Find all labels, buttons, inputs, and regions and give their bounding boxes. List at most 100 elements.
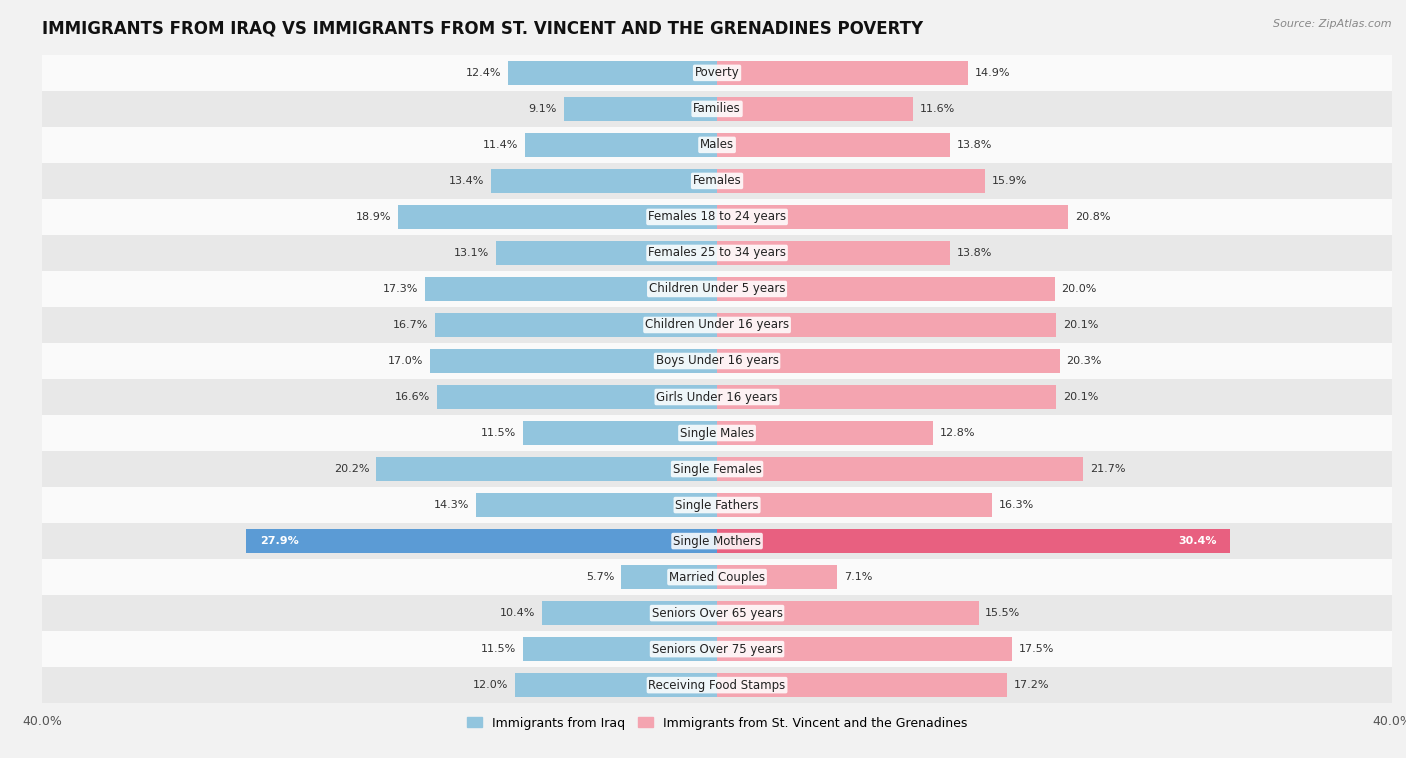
Bar: [717, 673, 1007, 697]
Bar: [42, 667, 1392, 703]
Text: 20.2%: 20.2%: [335, 464, 370, 474]
Text: 16.3%: 16.3%: [998, 500, 1033, 510]
Text: 18.9%: 18.9%: [356, 212, 391, 222]
Text: 17.5%: 17.5%: [1019, 644, 1054, 654]
Text: 13.8%: 13.8%: [956, 140, 993, 150]
Text: Single Fathers: Single Fathers: [675, 499, 759, 512]
Text: Seniors Over 75 years: Seniors Over 75 years: [651, 643, 783, 656]
Bar: [42, 127, 1392, 163]
Text: Males: Males: [700, 139, 734, 152]
Text: Single Males: Single Males: [681, 427, 754, 440]
Bar: [523, 421, 717, 445]
Text: 11.5%: 11.5%: [481, 644, 516, 654]
Text: 20.1%: 20.1%: [1063, 392, 1098, 402]
Bar: [717, 133, 950, 157]
Text: 12.8%: 12.8%: [939, 428, 976, 438]
Bar: [524, 133, 717, 157]
Text: Females 18 to 24 years: Females 18 to 24 years: [648, 211, 786, 224]
Bar: [42, 415, 1392, 451]
Bar: [42, 55, 1392, 91]
Bar: [42, 199, 1392, 235]
Text: Boys Under 16 years: Boys Under 16 years: [655, 355, 779, 368]
Text: 13.4%: 13.4%: [449, 176, 484, 186]
Bar: [425, 277, 717, 301]
Bar: [42, 235, 1392, 271]
Text: 7.1%: 7.1%: [844, 572, 872, 582]
Text: Families: Families: [693, 102, 741, 115]
Text: Single Mothers: Single Mothers: [673, 534, 761, 547]
Bar: [717, 169, 986, 193]
Text: 20.3%: 20.3%: [1066, 356, 1102, 366]
Text: 15.9%: 15.9%: [993, 176, 1028, 186]
Text: 21.7%: 21.7%: [1090, 464, 1125, 474]
Bar: [42, 523, 1392, 559]
Bar: [717, 61, 969, 85]
Text: 5.7%: 5.7%: [586, 572, 614, 582]
Bar: [42, 451, 1392, 487]
Text: 12.0%: 12.0%: [472, 680, 508, 690]
Text: 15.5%: 15.5%: [986, 608, 1021, 618]
Bar: [437, 385, 717, 409]
Bar: [42, 487, 1392, 523]
Text: 17.0%: 17.0%: [388, 356, 423, 366]
Bar: [717, 457, 1083, 481]
Text: 13.1%: 13.1%: [454, 248, 489, 258]
Bar: [541, 601, 717, 625]
Text: 17.2%: 17.2%: [1014, 680, 1049, 690]
Bar: [246, 529, 717, 553]
Text: 9.1%: 9.1%: [529, 104, 557, 114]
Bar: [717, 637, 1012, 661]
Text: 13.8%: 13.8%: [956, 248, 993, 258]
Text: Children Under 5 years: Children Under 5 years: [648, 283, 786, 296]
Text: 20.1%: 20.1%: [1063, 320, 1098, 330]
Bar: [398, 205, 717, 229]
Bar: [717, 529, 1230, 553]
Text: 10.4%: 10.4%: [499, 608, 534, 618]
Bar: [42, 631, 1392, 667]
Bar: [717, 313, 1056, 337]
Bar: [42, 595, 1392, 631]
Text: 27.9%: 27.9%: [260, 536, 298, 546]
Bar: [496, 241, 717, 265]
Bar: [475, 493, 717, 517]
Text: 12.4%: 12.4%: [465, 68, 501, 78]
Bar: [430, 349, 717, 373]
Bar: [717, 349, 1060, 373]
Text: 11.4%: 11.4%: [482, 140, 517, 150]
Bar: [717, 493, 993, 517]
Bar: [523, 637, 717, 661]
Text: 20.8%: 20.8%: [1074, 212, 1111, 222]
Bar: [42, 379, 1392, 415]
Bar: [42, 91, 1392, 127]
Text: 14.3%: 14.3%: [433, 500, 470, 510]
Text: 20.0%: 20.0%: [1062, 284, 1097, 294]
Text: Girls Under 16 years: Girls Under 16 years: [657, 390, 778, 403]
Bar: [717, 421, 934, 445]
Text: Source: ZipAtlas.com: Source: ZipAtlas.com: [1274, 19, 1392, 29]
Bar: [564, 97, 717, 121]
Bar: [717, 205, 1069, 229]
Legend: Immigrants from Iraq, Immigrants from St. Vincent and the Grenadines: Immigrants from Iraq, Immigrants from St…: [463, 712, 972, 735]
Text: 30.4%: 30.4%: [1178, 536, 1216, 546]
Text: 17.3%: 17.3%: [382, 284, 419, 294]
Bar: [42, 343, 1392, 379]
Text: 16.7%: 16.7%: [394, 320, 429, 330]
Bar: [621, 565, 717, 589]
Bar: [42, 271, 1392, 307]
Text: 11.5%: 11.5%: [481, 428, 516, 438]
Bar: [491, 169, 717, 193]
Bar: [717, 565, 837, 589]
Bar: [377, 457, 717, 481]
Bar: [717, 97, 912, 121]
Bar: [515, 673, 717, 697]
Bar: [436, 313, 717, 337]
Bar: [42, 163, 1392, 199]
Bar: [42, 559, 1392, 595]
Bar: [717, 385, 1056, 409]
Text: 14.9%: 14.9%: [976, 68, 1011, 78]
Text: Receiving Food Stamps: Receiving Food Stamps: [648, 678, 786, 691]
Bar: [717, 277, 1054, 301]
Text: 11.6%: 11.6%: [920, 104, 955, 114]
Text: Seniors Over 65 years: Seniors Over 65 years: [651, 606, 783, 619]
Text: Single Females: Single Females: [672, 462, 762, 475]
